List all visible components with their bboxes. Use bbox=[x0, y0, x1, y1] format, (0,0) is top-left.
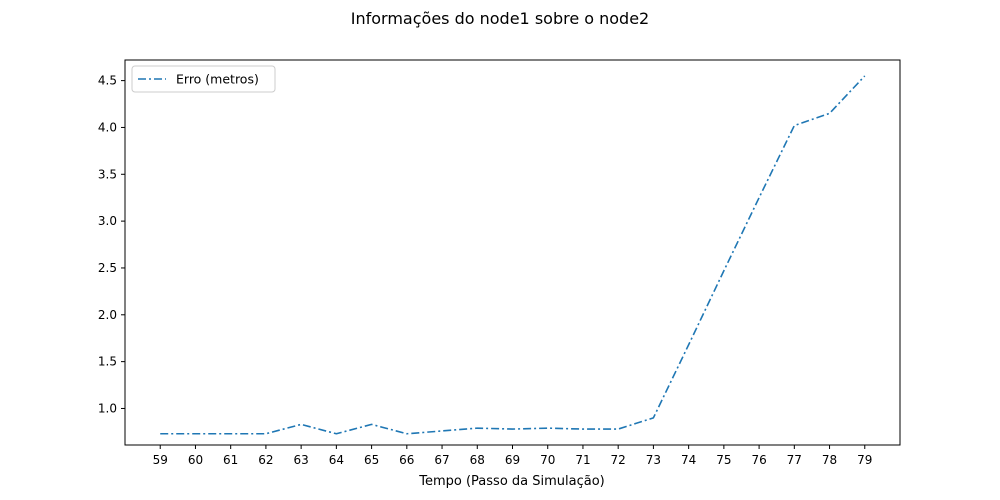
x-tick-label: 77 bbox=[787, 453, 802, 467]
y-tick-label: 4.5 bbox=[98, 74, 117, 88]
x-tick-label: 60 bbox=[188, 453, 203, 467]
series-layer bbox=[160, 75, 866, 435]
x-tick-label: 74 bbox=[681, 453, 696, 467]
x-tick-label: 59 bbox=[153, 453, 168, 467]
y-tick-label: 2.0 bbox=[98, 308, 117, 322]
x-tick-label: 69 bbox=[505, 453, 520, 467]
y-tick-label: 4.0 bbox=[98, 120, 117, 134]
legend-label-erro: Erro (metros) bbox=[176, 72, 259, 87]
y-axis-ticks: 1.0 1.5 2.0 2.5 3.0 3.5 4.0 4.5 bbox=[98, 74, 125, 415]
x-axis-ticks: 59 60 61 62 63 64 65 66 67 68 69 70 71 72 73 74 75 76 77 78… bbox=[153, 445, 872, 467]
legend: Erro (metros) bbox=[131, 65, 276, 93]
series-line-0 bbox=[160, 75, 866, 435]
x-tick-label: 72 bbox=[611, 453, 626, 467]
y-tick-label: 3.5 bbox=[98, 167, 117, 181]
x-tick-label: 78 bbox=[822, 453, 837, 467]
chart-title: Informações do node1 sobre o node2 bbox=[351, 9, 649, 28]
x-tick-label: 65 bbox=[364, 453, 379, 467]
x-tick-label: 75 bbox=[716, 453, 731, 467]
x-tick-label: 76 bbox=[751, 453, 766, 467]
y-tick-label: 2.5 bbox=[98, 261, 117, 275]
x-tick-label: 73 bbox=[646, 453, 661, 467]
legend-box bbox=[131, 65, 276, 93]
y-tick-label: 3.0 bbox=[98, 214, 117, 228]
x-tick-label: 64 bbox=[329, 453, 344, 467]
x-axis-label: Tempo (Passo da Simulação) bbox=[418, 474, 605, 489]
x-tick-label: 67 bbox=[434, 453, 449, 467]
x-tick-label: 63 bbox=[293, 453, 308, 467]
y-tick-label: 1.5 bbox=[98, 355, 117, 369]
x-tick-label: 68 bbox=[470, 453, 485, 467]
y-tick-label: 1.0 bbox=[98, 401, 117, 415]
plot-frame bbox=[124, 59, 901, 446]
x-tick-label: 70 bbox=[540, 453, 555, 467]
x-tick-label: 66 bbox=[399, 453, 414, 467]
x-tick-label: 79 bbox=[857, 453, 872, 467]
x-tick-label: 61 bbox=[223, 453, 238, 467]
x-tick-label: 62 bbox=[258, 453, 273, 467]
x-tick-label: 71 bbox=[575, 453, 590, 467]
